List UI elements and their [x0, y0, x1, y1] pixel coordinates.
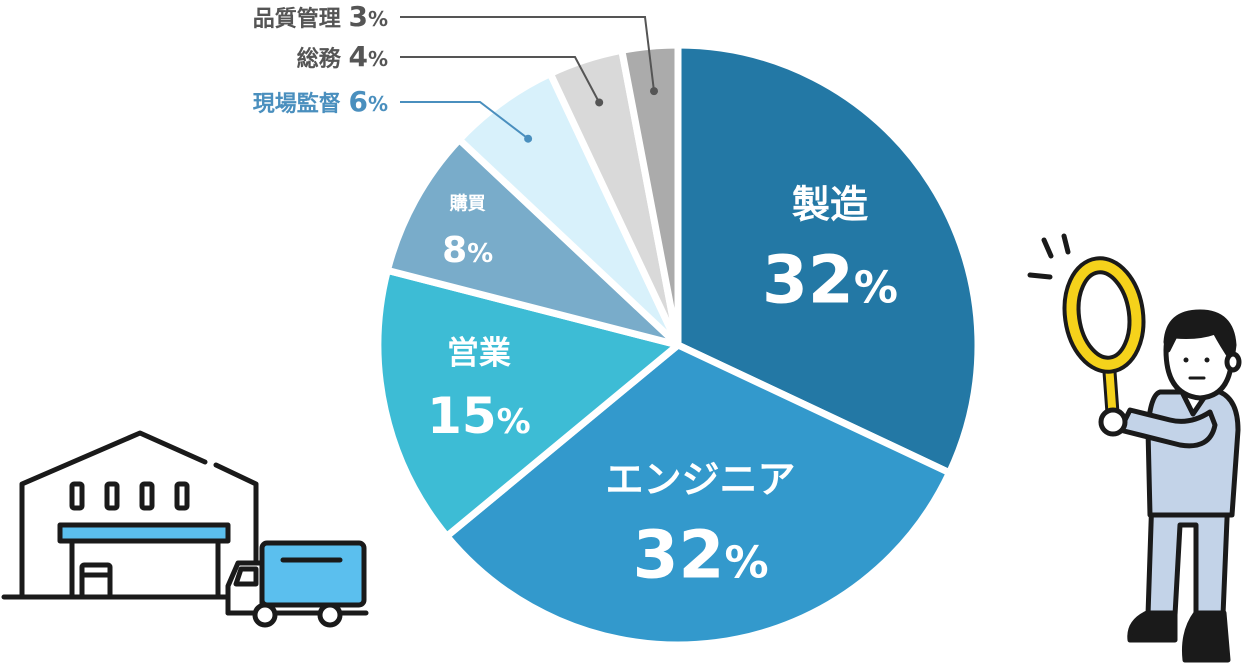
pie-slice-6	[618, 41, 682, 349]
pie-slice-1	[443, 341, 953, 649]
slice-name-label: 購買	[449, 192, 486, 214]
slice-percent-label: 32%	[633, 517, 769, 594]
pie-slices	[374, 41, 982, 649]
leader-lines	[400, 16, 659, 143]
slice-name-label: エンジニア	[606, 458, 796, 502]
pie-slice-2	[374, 266, 682, 540]
slice-percent-label: 8%	[442, 230, 493, 271]
slice-name-label: 製造	[792, 183, 868, 227]
leader-line	[400, 16, 655, 92]
factory-with-truck-icon	[1, 430, 369, 628]
outside-slice-label: 品質管理 3%	[253, 0, 388, 33]
outside-slice-label: 総務 4%	[297, 40, 388, 73]
leader-line	[400, 56, 601, 103]
pie-slice-0	[674, 41, 982, 477]
leader-line	[400, 101, 529, 140]
person-with-magnifying-glass-icon	[1027, 233, 1242, 663]
pie-slice-3	[383, 136, 682, 349]
slice-labels: 製造 32% エンジニア 32% 営業 15% 購買 8% 現場監督 6% 総務 4% 品質管理 3…	[253, 0, 898, 594]
slice-percent-label: 15%	[427, 387, 531, 445]
slice-percent-label: 32%	[762, 242, 898, 319]
outside-slice-label: 現場監督 6%	[253, 85, 388, 118]
slice-name-label: 営業	[447, 334, 511, 372]
